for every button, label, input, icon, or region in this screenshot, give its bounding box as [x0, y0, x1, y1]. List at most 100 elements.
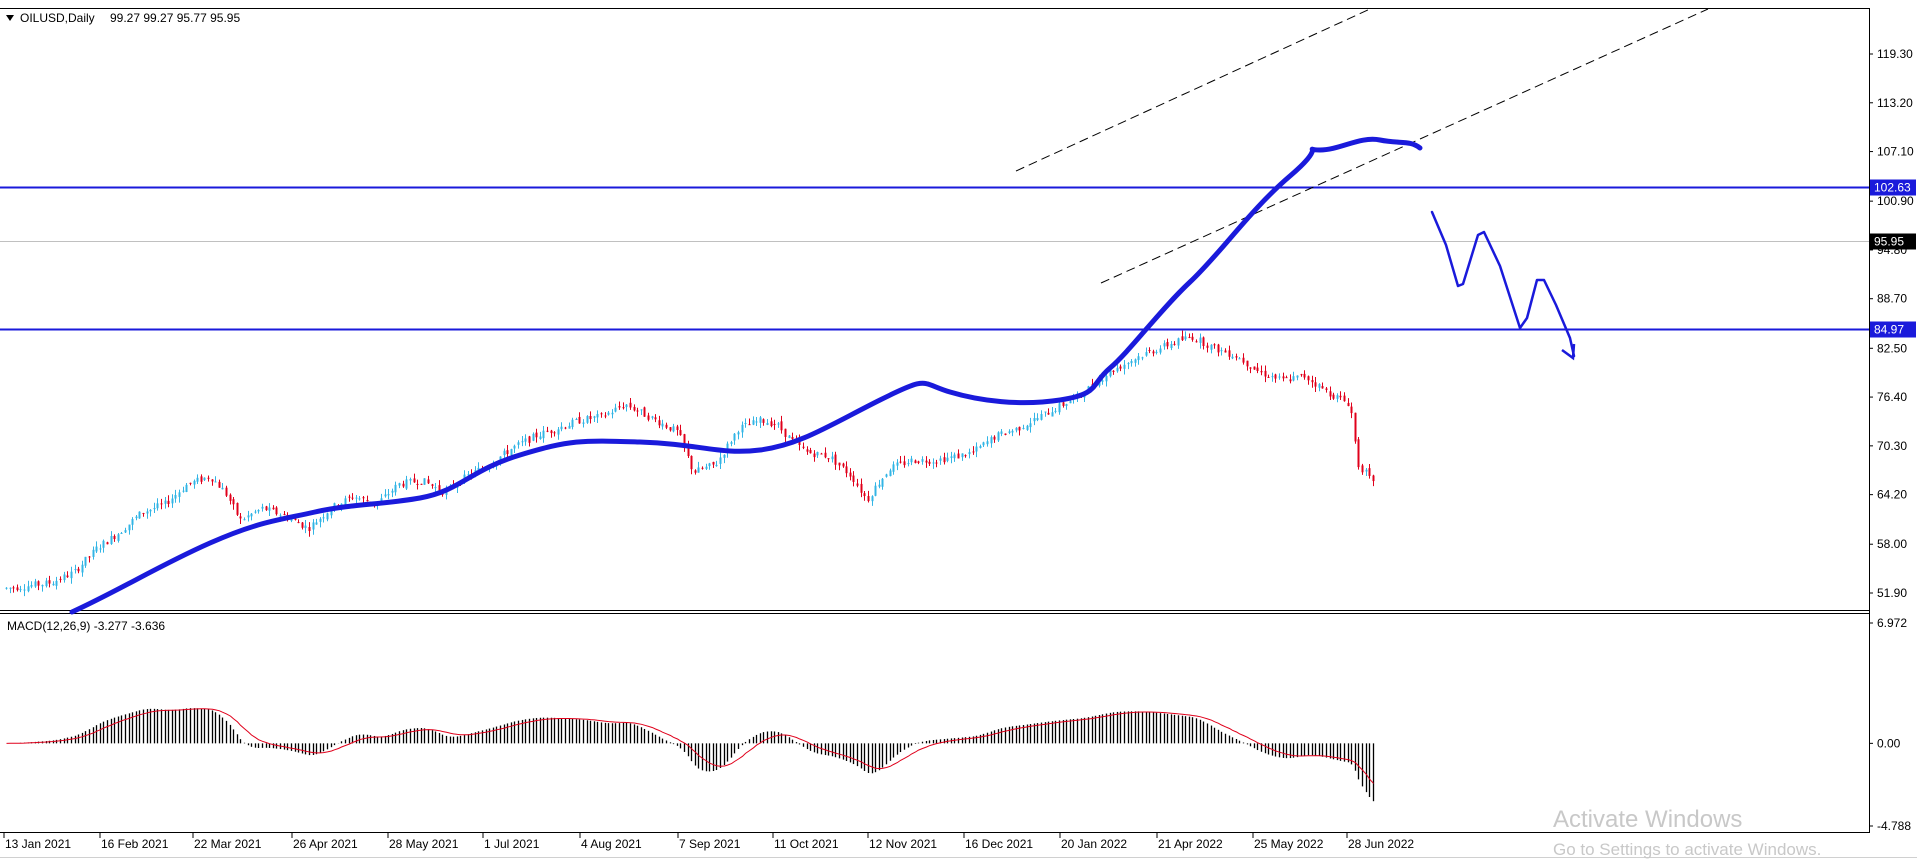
- channel-upper-line[interactable]: [1015, 8, 1371, 172]
- forecast-path[interactable]: [1430, 210, 1576, 358]
- macd-label: MACD(12,26,9) -3.277 -3.636: [7, 619, 165, 633]
- candle-body: [1246, 360, 1249, 367]
- candle-body: [326, 513, 329, 520]
- candle-body: [1278, 376, 1281, 378]
- candle-body: [741, 424, 744, 433]
- candle-body: [618, 406, 621, 408]
- candle-body: [182, 490, 185, 492]
- candle-body: [542, 430, 545, 439]
- candle-body: [759, 417, 762, 423]
- candle-body: [871, 496, 874, 502]
- candle-body: [16, 587, 19, 591]
- channel-lower-line[interactable]: [1100, 8, 1709, 284]
- level-price-label: 84.97: [1874, 323, 1904, 337]
- candle-body: [30, 585, 33, 587]
- time-tick-label: 22 Mar 2021: [194, 837, 262, 851]
- candle-body: [138, 511, 141, 519]
- candle-body: [625, 404, 628, 407]
- candle-body: [990, 437, 993, 444]
- support-resistance-levels[interactable]: 102.63 84.97: [0, 179, 1916, 338]
- candle-body: [752, 420, 755, 425]
- candle-body: [1036, 418, 1039, 421]
- candle-body: [355, 497, 358, 499]
- candle-body: [1256, 367, 1259, 371]
- candle-body: [1282, 376, 1285, 379]
- candle-body: [236, 502, 239, 515]
- candle-body: [928, 461, 931, 464]
- candle-body: [268, 507, 271, 511]
- candle-body: [755, 421, 758, 423]
- candle-body: [1350, 406, 1353, 414]
- candle-body: [766, 422, 769, 425]
- candle-body: [1127, 363, 1130, 365]
- candle-body: [1116, 367, 1119, 372]
- candle-body: [1177, 338, 1180, 346]
- candle-body: [171, 498, 174, 504]
- candle-body: [1145, 352, 1148, 356]
- macd-signal-line: [6, 708, 1374, 784]
- candle-body: [232, 499, 235, 505]
- candle-body: [899, 461, 902, 463]
- candle-body: [167, 500, 170, 505]
- candle-body: [889, 470, 892, 477]
- collapse-triangle-icon[interactable]: [6, 15, 14, 21]
- price-tick-label: 76.40: [1877, 390, 1907, 404]
- candle-body: [99, 548, 102, 550]
- candle-body: [88, 556, 91, 558]
- candle-body: [1292, 376, 1295, 381]
- candle-body: [1368, 468, 1371, 476]
- time-tick-label: 28 Jun 2022: [1348, 837, 1414, 851]
- candle-body: [1148, 349, 1151, 352]
- candle-body: [1231, 356, 1234, 359]
- candle-body: [55, 580, 58, 586]
- candle-body: [1296, 375, 1299, 378]
- candle-body: [1051, 412, 1054, 417]
- time-tick-label: 13 Jan 2021: [5, 837, 71, 851]
- candle-body: [128, 524, 131, 531]
- candle-body: [362, 497, 365, 499]
- candle-body: [842, 463, 845, 467]
- candle-body: [1155, 351, 1158, 354]
- candle-body: [1354, 412, 1357, 442]
- candle-body: [943, 457, 946, 463]
- candle-body: [1325, 388, 1328, 391]
- candle-body: [1134, 359, 1137, 363]
- candle-body: [524, 438, 527, 442]
- candle-body: [914, 460, 917, 464]
- candle-body: [748, 424, 751, 426]
- candle-body: [1217, 344, 1220, 353]
- candle-body: [84, 556, 87, 566]
- candle-body: [1372, 475, 1375, 482]
- candle-body: [434, 487, 437, 489]
- time-tick-label: 4 Aug 2021: [581, 837, 642, 851]
- candle-body: [348, 496, 351, 498]
- candle-body: [142, 513, 145, 515]
- candle-body: [1112, 370, 1115, 372]
- price-tick-label: 88.70: [1877, 292, 1907, 306]
- candle-body: [651, 416, 654, 418]
- candle-body: [1015, 427, 1018, 431]
- candle-body: [1029, 423, 1032, 428]
- candle-body: [1329, 391, 1332, 397]
- candle-body: [571, 419, 574, 428]
- candle-body: [503, 450, 506, 456]
- candle-body: [633, 406, 636, 411]
- candle-body: [12, 587, 15, 589]
- candle-body: [867, 496, 870, 502]
- candle-body: [297, 522, 300, 524]
- candle-body: [1213, 344, 1216, 346]
- candle-body: [1109, 370, 1112, 377]
- candle-body: [535, 432, 538, 438]
- candle-body: [957, 453, 960, 459]
- current-price-tag: [1870, 233, 1916, 250]
- candle-body: [939, 458, 942, 461]
- candle-body: [510, 449, 513, 456]
- trend-channel[interactable]: [1015, 8, 1709, 284]
- candle-body: [131, 519, 134, 525]
- candle-body: [607, 412, 610, 415]
- candle-body: [420, 483, 423, 485]
- candle-body: [185, 484, 188, 493]
- ohlc-label: 99.27 99.27 95.77 95.95: [110, 11, 240, 25]
